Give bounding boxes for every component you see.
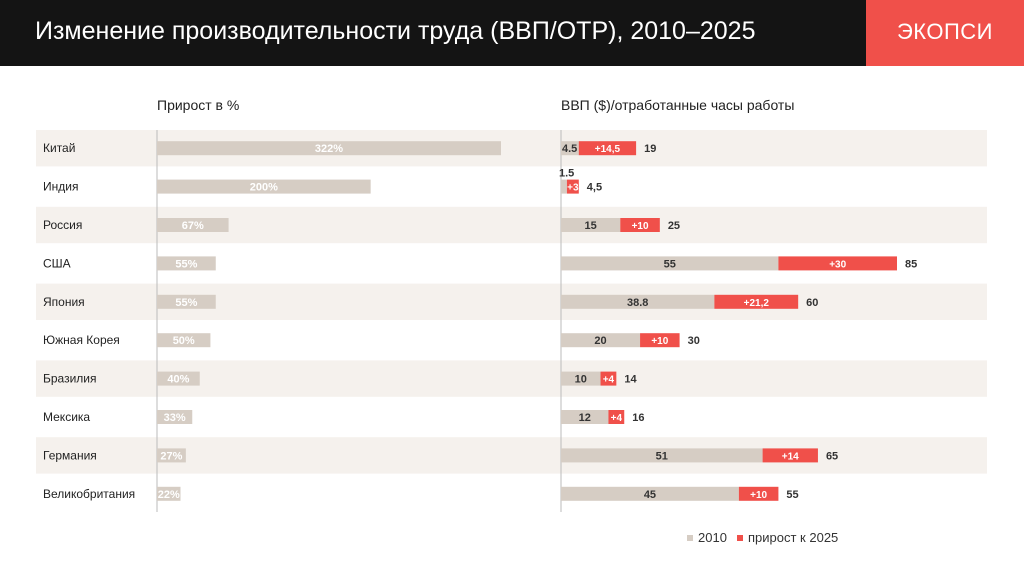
total-label: 19 xyxy=(644,143,656,155)
increase-bar xyxy=(640,333,680,348)
growth-bar-label: 322% xyxy=(315,143,343,155)
category-label: Китай xyxy=(43,141,75,155)
increase-label: +4 xyxy=(603,375,615,386)
base-2010-bar xyxy=(561,333,641,348)
increase-label: +14 xyxy=(782,451,799,462)
base-2010-label: 15 xyxy=(585,220,597,232)
category-label: Индия xyxy=(43,180,78,194)
base-2010-bar xyxy=(561,486,739,501)
growth-bar-label: 50% xyxy=(173,335,195,347)
growth-bar-label: 67% xyxy=(182,220,204,232)
growth-bar-label: 33% xyxy=(164,412,186,424)
increase-bar xyxy=(566,179,579,194)
growth-bar xyxy=(157,141,501,156)
growth-bar xyxy=(157,294,216,309)
increase-label: +10 xyxy=(651,336,668,347)
growth-bar-label: 55% xyxy=(175,297,197,309)
base-2010-label: 38.8 xyxy=(627,297,648,309)
row-background xyxy=(36,475,987,512)
base-2010-label: 45 xyxy=(644,489,656,501)
header-bar: Изменение производительности труда (ВВП/… xyxy=(0,0,1024,66)
row-background xyxy=(36,398,987,436)
increase-label: +4 xyxy=(611,413,623,424)
total-label: 30 xyxy=(688,335,700,347)
base-2010-bar xyxy=(561,410,609,424)
base-2010-label: 4.5 xyxy=(562,143,577,155)
base-2010-bar xyxy=(561,448,763,463)
total-label: 60 xyxy=(806,297,818,309)
growth-bar-label: 22% xyxy=(158,489,180,501)
growth-bar xyxy=(157,333,211,348)
row-background xyxy=(36,437,987,474)
category-label: Россия xyxy=(43,218,82,232)
total-label: 4,5 xyxy=(587,182,602,194)
legend-label-increase: прирост к 2025 xyxy=(748,530,839,545)
increase-bar xyxy=(714,294,799,309)
base-2010-bar xyxy=(561,218,621,232)
category-label: Япония xyxy=(43,295,85,309)
category-label: Великобритания xyxy=(43,487,135,501)
increase-bar xyxy=(600,371,617,386)
category-label: Бразилия xyxy=(43,372,97,386)
increase-bar xyxy=(620,218,660,232)
total-label: 65 xyxy=(826,450,838,462)
growth-bar xyxy=(157,179,371,194)
growth-bar-label: 55% xyxy=(175,258,197,270)
base-2010-label: 1.5 xyxy=(559,168,574,180)
legend-item-2010: 2010 xyxy=(687,530,727,545)
page-title: Изменение производительности труда (ВВП/… xyxy=(35,17,756,45)
increase-label: +10 xyxy=(750,490,767,501)
growth-bar-label: 27% xyxy=(160,450,182,462)
legend-swatch-increase xyxy=(737,534,743,541)
legend-swatch-2010 xyxy=(687,534,693,541)
base-2010-bar xyxy=(561,256,779,271)
base-2010-label: 20 xyxy=(594,335,606,347)
base-2010-label: 12 xyxy=(579,412,591,424)
base-2010-bar xyxy=(561,179,567,194)
category-label: Германия xyxy=(43,448,97,462)
right-chart-title: ВВП ($)/отработанные часы работы xyxy=(561,97,795,113)
base-2010-bar xyxy=(561,141,579,156)
total-label: 85 xyxy=(905,258,917,270)
total-label: 16 xyxy=(632,412,644,424)
growth-bar xyxy=(157,371,200,386)
growth-bar xyxy=(157,218,229,232)
legend-item-increase: прирост к 2025 xyxy=(737,530,838,545)
increase-label: +3 xyxy=(567,183,579,194)
base-2010-label: 55 xyxy=(664,258,676,270)
increase-bar xyxy=(762,448,818,463)
total-label: 55 xyxy=(786,489,798,501)
category-label: США xyxy=(43,256,71,270)
growth-bar xyxy=(157,410,193,424)
left-chart-title: Прирост в % xyxy=(157,97,240,113)
increase-bar xyxy=(578,141,637,156)
base-2010-label: 51 xyxy=(656,450,668,462)
growth-bar-label: 200% xyxy=(250,182,278,194)
total-label: 25 xyxy=(668,220,680,232)
growth-bar xyxy=(157,256,216,271)
legend-label-2010: 2010 xyxy=(698,530,727,545)
increase-label: +10 xyxy=(632,221,649,232)
increase-bar xyxy=(738,486,779,501)
increase-label: +21,2 xyxy=(744,298,770,309)
increase-label: +30 xyxy=(829,259,846,270)
growth-bar xyxy=(157,486,181,501)
growth-bar xyxy=(157,448,186,463)
growth-bar-label: 40% xyxy=(167,374,189,386)
total-label: 14 xyxy=(624,374,637,386)
logo-box: ЭКОПСИ xyxy=(866,0,1024,66)
base-2010-label: 10 xyxy=(575,374,587,386)
increase-label: +14,5 xyxy=(595,144,621,155)
logo: ЭКОПСИ xyxy=(896,19,993,44)
category-label: Южная Корея xyxy=(43,333,120,347)
base-2010-bar xyxy=(561,294,715,309)
increase-bar xyxy=(608,410,625,424)
category-label: Мексика xyxy=(43,410,90,424)
base-2010-bar xyxy=(561,371,601,386)
increase-bar xyxy=(778,256,897,271)
